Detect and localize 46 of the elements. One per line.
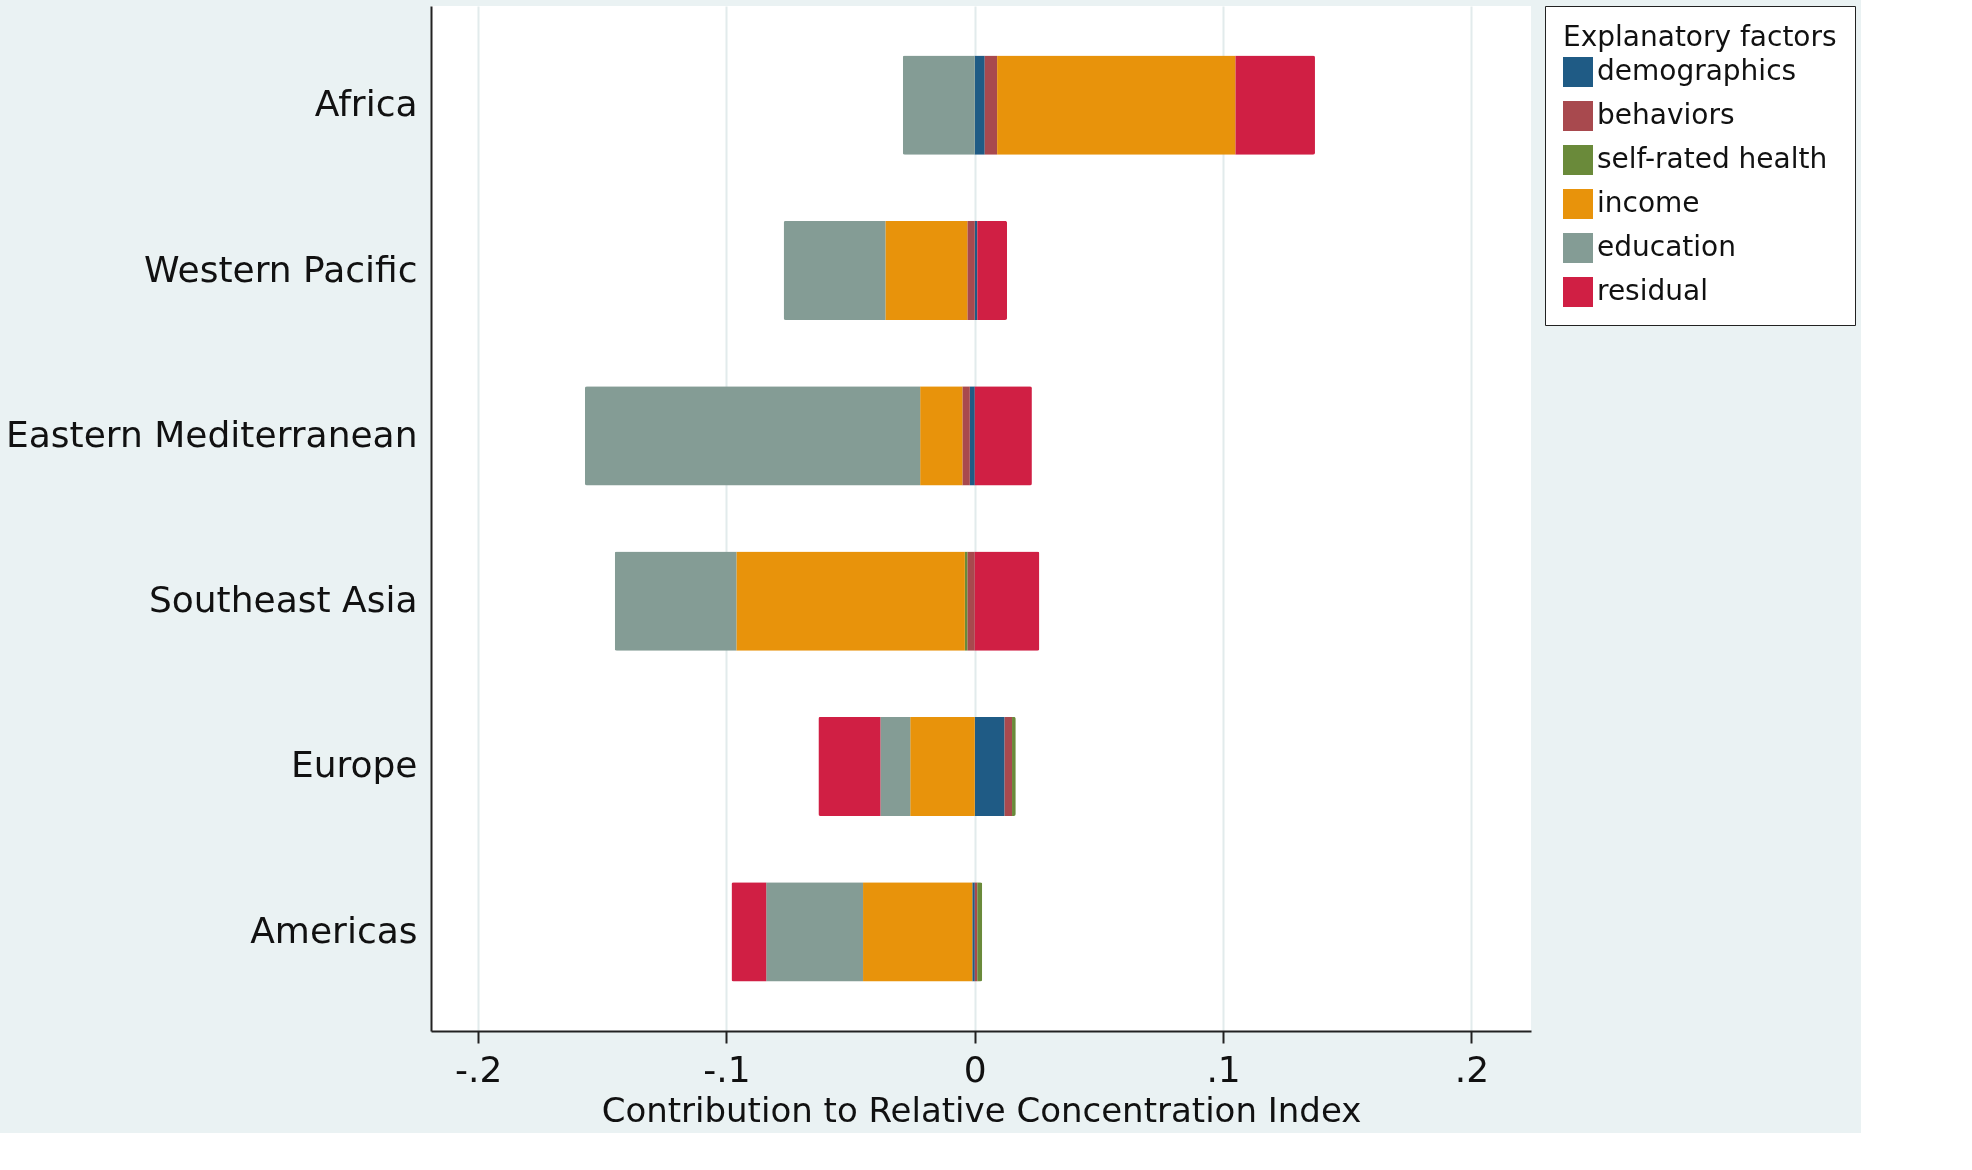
legend-label: behaviors <box>1597 98 1735 131</box>
y-tick-label: Western Pacific <box>144 248 418 290</box>
bar <box>766 882 864 982</box>
bar <box>584 386 921 486</box>
y-tick-label: Eastern Mediterranean <box>6 413 418 455</box>
bar <box>984 55 998 155</box>
bar <box>910 716 975 817</box>
bar <box>736 551 965 651</box>
bar <box>902 55 975 155</box>
bar <box>977 220 1008 321</box>
bar <box>974 386 1032 486</box>
bar <box>967 551 975 651</box>
y-tick-label: Africa <box>314 83 418 125</box>
bar <box>863 882 973 982</box>
legend-label: income <box>1597 186 1700 219</box>
legend-label: self-rated health <box>1597 142 1828 175</box>
bar <box>920 386 963 486</box>
bar <box>974 551 1040 651</box>
bar <box>880 716 911 817</box>
x-tick-label: 0 <box>963 1048 987 1090</box>
y-tick-label: Americas <box>250 909 418 951</box>
bar <box>962 386 970 486</box>
bar <box>731 882 767 982</box>
bar <box>1235 55 1315 155</box>
bar <box>977 882 983 982</box>
bar <box>783 220 886 321</box>
bar <box>885 220 968 321</box>
x-tick-label: .1 <box>1206 1048 1241 1090</box>
x-axis-title: Contribution to Relative Concentration Index <box>601 1089 1362 1130</box>
bar <box>614 551 737 651</box>
x-tick-label: -.2 <box>455 1048 503 1090</box>
x-tick-label: -.1 <box>703 1048 751 1090</box>
y-tick-label: Europe <box>290 744 418 786</box>
legend-title: Explanatory factors <box>1563 20 1837 53</box>
legend-label: demographics <box>1597 54 1797 87</box>
legend-label: education <box>1597 230 1736 263</box>
bar <box>997 55 1236 155</box>
bar <box>1004 716 1013 817</box>
bar <box>974 55 985 155</box>
y-tick-label: Southeast Asia <box>148 579 418 621</box>
x-tick-label: .2 <box>1454 1048 1490 1090</box>
legend-label: residual <box>1597 274 1708 307</box>
bar <box>967 220 975 321</box>
bar <box>974 716 1005 817</box>
bar <box>969 386 975 486</box>
bar <box>818 716 881 817</box>
